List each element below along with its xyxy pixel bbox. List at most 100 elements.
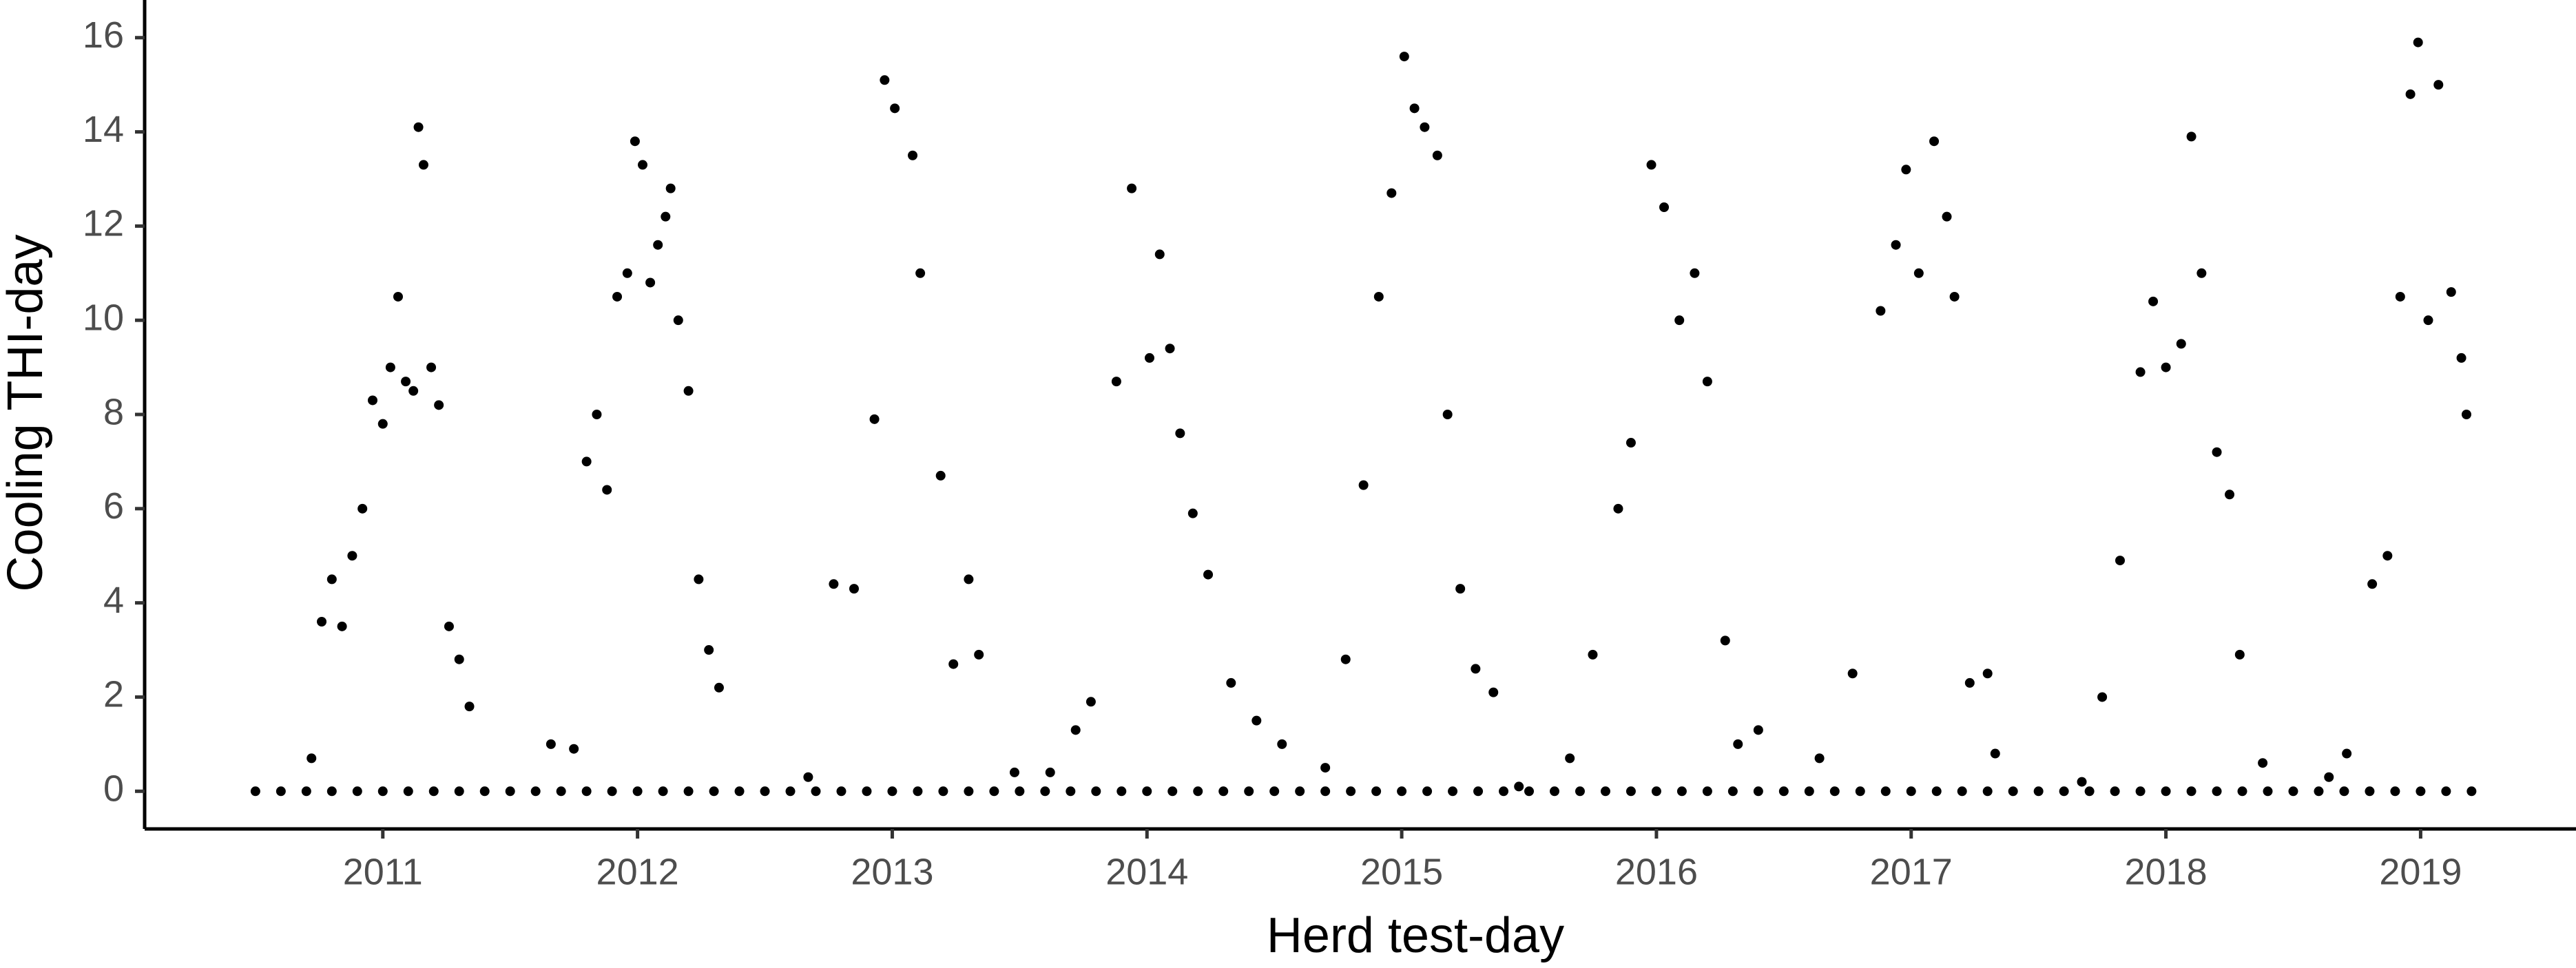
point — [408, 386, 419, 396]
point — [1015, 786, 1025, 797]
point — [337, 621, 347, 631]
point — [347, 551, 357, 561]
point — [915, 268, 926, 278]
point — [454, 786, 464, 797]
point — [2423, 315, 2433, 326]
point — [2441, 786, 2451, 797]
point — [1399, 52, 1409, 62]
point — [1409, 103, 1420, 114]
point — [1733, 739, 1743, 749]
point — [665, 183, 676, 193]
point — [1720, 635, 1730, 646]
point — [1499, 786, 1509, 797]
point — [862, 786, 872, 797]
point — [1091, 786, 1101, 797]
point — [849, 584, 859, 594]
point — [377, 419, 388, 429]
point — [714, 682, 724, 693]
point — [673, 315, 683, 326]
point — [2433, 80, 2444, 90]
point — [1397, 786, 1407, 797]
y-tick-label: 10 — [83, 297, 124, 338]
point — [1448, 786, 1458, 797]
point — [367, 395, 377, 406]
point — [2161, 786, 2171, 797]
point — [2225, 490, 2235, 500]
point — [2365, 786, 2375, 797]
point — [1320, 786, 1331, 797]
point — [683, 786, 694, 797]
point — [2446, 287, 2456, 297]
point — [2077, 777, 2087, 787]
x-tick-label: 2015 — [1360, 851, 1443, 892]
point — [658, 786, 668, 797]
point — [418, 160, 428, 170]
point — [1942, 211, 1952, 222]
point — [1891, 240, 1901, 250]
point — [276, 786, 286, 797]
point — [2263, 786, 2273, 797]
point — [357, 503, 368, 514]
point — [2135, 786, 2146, 797]
point — [2390, 786, 2400, 797]
point — [760, 786, 770, 797]
point — [505, 786, 515, 797]
point — [704, 645, 714, 655]
point — [530, 786, 541, 797]
point — [1646, 160, 1656, 170]
point — [1949, 291, 1960, 302]
point — [1855, 786, 1865, 797]
point — [2416, 786, 2426, 797]
point — [869, 414, 880, 424]
point — [1702, 377, 1712, 387]
point — [2395, 291, 2405, 302]
point — [1226, 677, 1236, 688]
point — [434, 400, 444, 410]
y-tick-label: 4 — [103, 580, 124, 621]
point — [1111, 377, 1121, 387]
point — [1422, 786, 1433, 797]
point — [2367, 579, 2378, 589]
point — [581, 786, 592, 797]
x-tick-label: 2019 — [2379, 851, 2462, 892]
point — [1929, 136, 1940, 147]
point — [890, 103, 900, 114]
point — [938, 786, 948, 797]
point — [2342, 748, 2352, 759]
point — [1625, 438, 1636, 448]
x-tick-label: 2018 — [2125, 851, 2208, 892]
point — [377, 786, 388, 797]
point — [1514, 781, 1524, 792]
point — [829, 579, 839, 589]
point — [1964, 677, 1975, 688]
point — [913, 786, 923, 797]
point — [803, 772, 813, 782]
point — [1066, 786, 1076, 797]
point — [307, 753, 317, 764]
point — [653, 240, 663, 250]
point — [1144, 353, 1154, 363]
x-tick-label: 2016 — [1615, 851, 1698, 892]
point — [1420, 122, 1430, 132]
point — [1358, 480, 1369, 490]
point — [1880, 786, 1891, 797]
point — [622, 268, 632, 278]
point — [2288, 786, 2298, 797]
point — [607, 786, 617, 797]
point — [974, 649, 984, 660]
point — [2008, 786, 2018, 797]
point — [1167, 786, 1178, 797]
point — [2237, 786, 2247, 797]
point — [2084, 786, 2095, 797]
point — [2161, 362, 2171, 372]
point — [1575, 786, 1585, 797]
point — [1455, 584, 1466, 594]
point — [426, 362, 437, 372]
y-tick-label: 16 — [83, 14, 124, 56]
point — [1320, 763, 1331, 773]
point — [2176, 339, 2186, 349]
point — [1218, 786, 1229, 797]
point — [1906, 786, 1916, 797]
point — [326, 786, 337, 797]
